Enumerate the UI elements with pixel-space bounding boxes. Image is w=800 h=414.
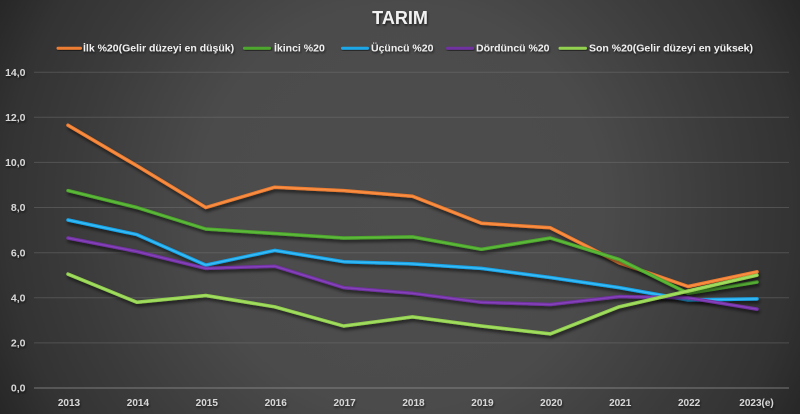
- svg-text:2014: 2014: [127, 398, 150, 409]
- svg-text:2,0: 2,0: [11, 338, 26, 350]
- svg-text:2022: 2022: [678, 398, 701, 409]
- svg-text:8,0: 8,0: [11, 202, 26, 214]
- svg-text:6,0: 6,0: [11, 247, 26, 259]
- svg-text:Dördüncü %20: Dördüncü %20: [476, 43, 550, 55]
- svg-text:2023(e): 2023(e): [739, 398, 773, 409]
- svg-text:2021: 2021: [609, 398, 632, 409]
- svg-text:14,0: 14,0: [5, 67, 26, 79]
- svg-text:Üçüncü %20: Üçüncü %20: [371, 42, 434, 55]
- svg-text:2019: 2019: [471, 398, 494, 409]
- svg-text:İkinci %20: İkinci %20: [274, 42, 325, 55]
- svg-text:2015: 2015: [196, 398, 219, 409]
- svg-text:İlk %20(Gelir düzeyi en düşük): İlk %20(Gelir düzeyi en düşük): [83, 42, 234, 55]
- svg-text:4,0: 4,0: [11, 292, 26, 304]
- svg-text:10,0: 10,0: [5, 157, 26, 169]
- svg-text:2018: 2018: [402, 398, 425, 409]
- svg-text:2017: 2017: [333, 398, 356, 409]
- svg-text:12,0: 12,0: [5, 112, 26, 124]
- svg-text:0,0: 0,0: [11, 383, 26, 395]
- svg-text:Son %20(Gelir düzeyi en yüksek: Son %20(Gelir düzeyi en yüksek): [589, 43, 753, 55]
- svg-text:2013: 2013: [58, 398, 81, 409]
- svg-text:2020: 2020: [540, 398, 563, 409]
- svg-text:2016: 2016: [265, 398, 288, 409]
- svg-text:TARIM: TARIM: [372, 8, 428, 28]
